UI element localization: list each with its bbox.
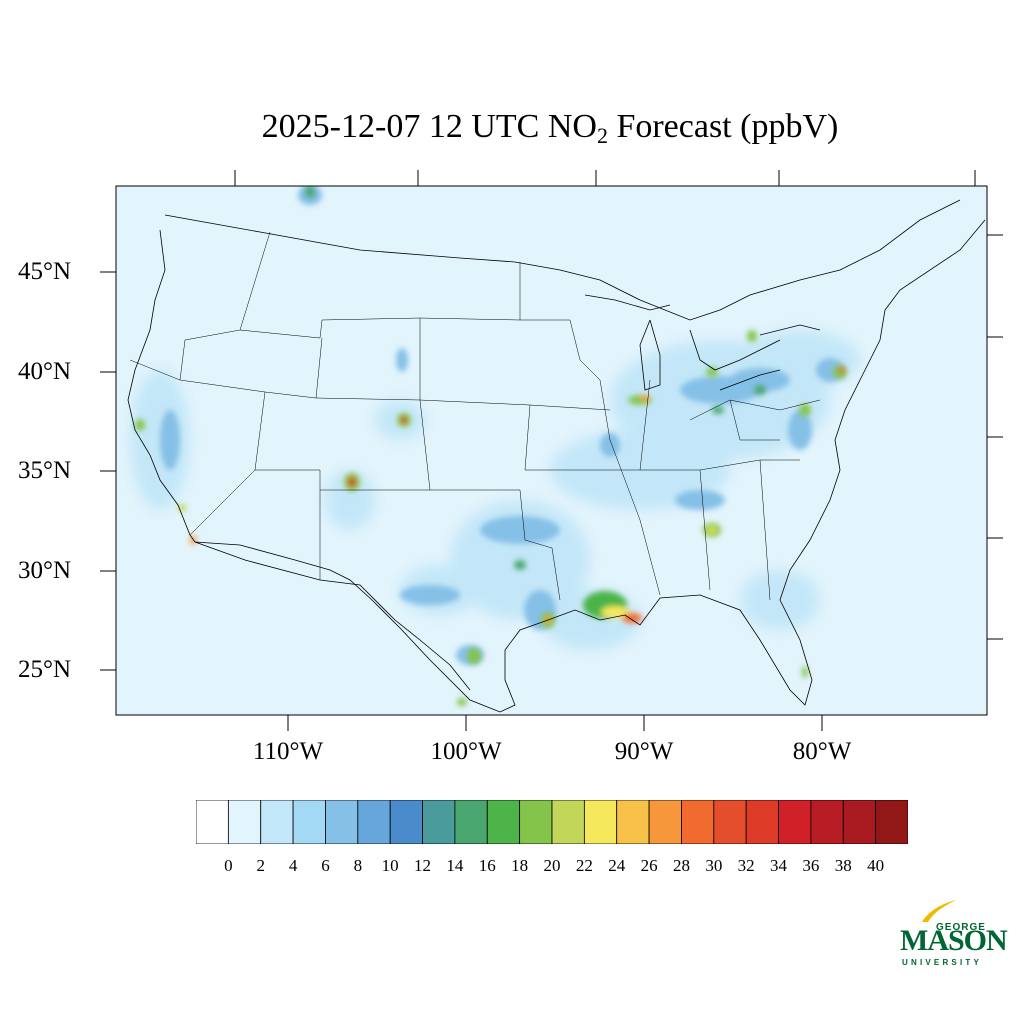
colorbar-tick-label: 22 <box>575 856 593 875</box>
colorbar-tick-label: 36 <box>802 856 820 875</box>
colorbar-tick-label: 38 <box>834 856 852 875</box>
gmu-logo: GEORGE MASON UNIVERSITY <box>898 896 1008 972</box>
boundaries <box>127 199 986 713</box>
colorbar-swatch <box>454 800 488 844</box>
us-outline <box>127 219 986 713</box>
colorbar-swatch <box>681 800 715 844</box>
colorbar-swatch <box>648 800 682 844</box>
no2-high-field <box>135 186 847 706</box>
colorbar-tick-label: 34 <box>770 856 788 875</box>
colorbar-swatch <box>260 800 294 844</box>
map-title: 2025-12-07 12 UTC NO2 Forecast (ppbV) <box>0 108 1024 149</box>
map-frame <box>115 185 988 716</box>
colorbar-tick-label: 6 <box>321 856 330 875</box>
lon-label-90: 90°W <box>614 738 674 765</box>
colorbar-tick-label: 26 <box>640 856 658 875</box>
colorbar-tick-label: 16 <box>478 856 496 875</box>
colorbar-tick-label: 2 <box>256 856 265 875</box>
colorbar-tick-label: 0 <box>224 856 233 875</box>
colorbar-tick-label: 40 <box>867 856 885 875</box>
great-lakes <box>584 294 821 391</box>
mexico-border <box>194 541 471 691</box>
lat-label-30: 30°N <box>18 557 72 584</box>
logo-line1: GEORGE <box>936 922 986 933</box>
colorbar-swatch <box>810 800 844 844</box>
colorbar-tick-label: 14 <box>446 856 464 875</box>
lat-label-35: 35°N <box>18 457 72 484</box>
colorbar-labels: 0 2 4 6 8 10 12 14 16 18 20 22 24 26 28 30 32 34 36 38 40 <box>196 856 908 880</box>
colorbar-tick-label: 4 <box>288 856 298 875</box>
colorbar-swatch <box>551 800 585 844</box>
lon-label-80: 80°W <box>792 738 852 765</box>
colorbar-swatch <box>486 800 521 844</box>
title-suffix: Forecast (ppbV) <box>607 108 839 145</box>
lat-label-40: 40°N <box>18 358 72 385</box>
colorbar-swatch <box>325 800 359 844</box>
lon-label-100: 100°W <box>430 738 502 765</box>
title-text: 2025-12-07 12 UTC NO <box>261 108 597 145</box>
lon-label-110: 110°W <box>252 738 324 765</box>
axis-ticks <box>100 170 1003 731</box>
colorbar-tick-label: 20 <box>543 856 561 875</box>
colorbar-swatch <box>875 800 908 844</box>
lat-label-25: 25°N <box>18 656 72 683</box>
colorbar-swatch <box>583 800 618 844</box>
state-lines <box>129 231 821 601</box>
colorbar-tick-label: 10 <box>381 856 399 875</box>
colorbar-tick-label: 28 <box>672 856 690 875</box>
logo-line3: UNIVERSITY <box>902 958 983 967</box>
colorbar-swatch <box>778 800 812 844</box>
colorbar-swatch <box>745 800 779 844</box>
colorbar-swatch <box>227 800 262 844</box>
colorbar-tick-label: 30 <box>705 856 723 875</box>
colorbar-swatch <box>292 800 326 844</box>
colorbar-swatch <box>616 800 650 844</box>
colorbar-swatch <box>842 800 877 844</box>
colorbar-swatch <box>357 800 391 844</box>
colorbar-swatch <box>196 800 229 844</box>
colorbar-swatch <box>422 800 456 844</box>
colorbar-tick-label: 8 <box>353 856 363 875</box>
colorbar-swatch <box>519 800 553 844</box>
colorbar-tick-label: 32 <box>737 856 755 875</box>
lat-label-45: 45°N <box>18 258 72 285</box>
logo-line2: MASON <box>900 924 1008 957</box>
colorbar-tick-label: 24 <box>608 856 626 875</box>
colorbar-swatch <box>713 800 747 844</box>
colorbar-swatch <box>389 800 423 844</box>
canada-border <box>164 199 961 321</box>
flame-icon <box>922 900 956 922</box>
title-subscript: 2 <box>596 123 608 148</box>
colorbar-tick-label: 12 <box>414 856 432 875</box>
colorbar <box>196 800 908 844</box>
colorbar-tick-label: 18 <box>511 856 529 875</box>
